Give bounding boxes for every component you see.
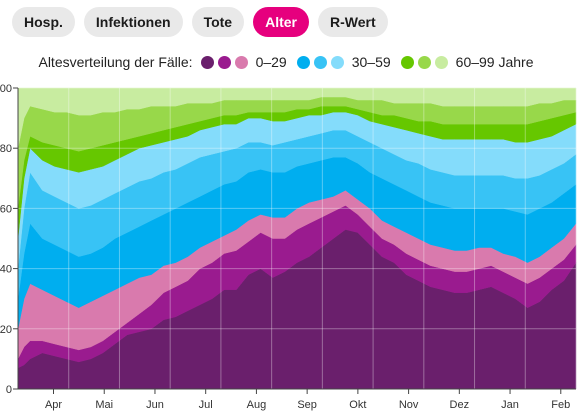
chart-legend: Altesverteilung der Fälle: 0–29 30–59 60…: [0, 51, 582, 73]
y-tick-label: 60: [0, 203, 12, 215]
legend-dot: [217, 55, 231, 69]
x-tick-label: Okt: [349, 399, 366, 411]
legend-label-30-59: 30–59: [351, 54, 391, 70]
y-tick-label: 100: [0, 83, 12, 95]
x-tick-label: Nov: [399, 399, 419, 411]
legend-dot: [313, 55, 327, 69]
x-tick-label: Jan: [501, 399, 519, 411]
legend-dot: [296, 55, 310, 69]
legend-dot: [234, 55, 248, 69]
y-tick-label: 20: [0, 324, 12, 336]
y-tick-label: 80: [0, 143, 12, 155]
legend-label-0-29: 0–29: [255, 54, 287, 70]
legend-label-60-99: 60–99 Jahre: [455, 54, 534, 70]
legend-dot: [330, 55, 344, 69]
legend-dot: [200, 55, 214, 69]
tab-hosp[interactable]: Hosp.: [12, 7, 75, 37]
y-tick-label: 0: [6, 384, 12, 396]
y-tick-label: 40: [0, 264, 12, 276]
legend-dot: [434, 55, 448, 69]
x-tick-label: Sep: [297, 399, 317, 411]
x-tick-label: Aug: [247, 399, 267, 411]
tab-r-wert[interactable]: R-Wert: [317, 7, 388, 37]
x-tick-label: Jul: [199, 399, 213, 411]
legend-dot: [417, 55, 431, 69]
x-tick-label: Dez: [450, 399, 470, 411]
x-tick-label: Apr: [45, 399, 62, 411]
x-tick-label: Mai: [95, 399, 113, 411]
tab-tote[interactable]: Tote: [191, 7, 245, 37]
x-tick-label: Feb: [551, 399, 570, 411]
legend-dot: [400, 55, 414, 69]
legend-group-0-29: 0–29: [200, 54, 297, 70]
legend-title: Altesverteilung der Fälle:: [38, 54, 193, 70]
tab-alter[interactable]: Alter: [253, 7, 309, 37]
x-tick-label: Jun: [146, 399, 164, 411]
tab-bar: Hosp. Infektionen Tote Alter R-Wert: [12, 7, 388, 37]
tab-infektionen[interactable]: Infektionen: [83, 7, 183, 37]
legend-group-60-99: 60–99 Jahre: [400, 54, 544, 70]
legend-group-30-59: 30–59: [296, 54, 401, 70]
area-series-9: [17, 87, 577, 149]
